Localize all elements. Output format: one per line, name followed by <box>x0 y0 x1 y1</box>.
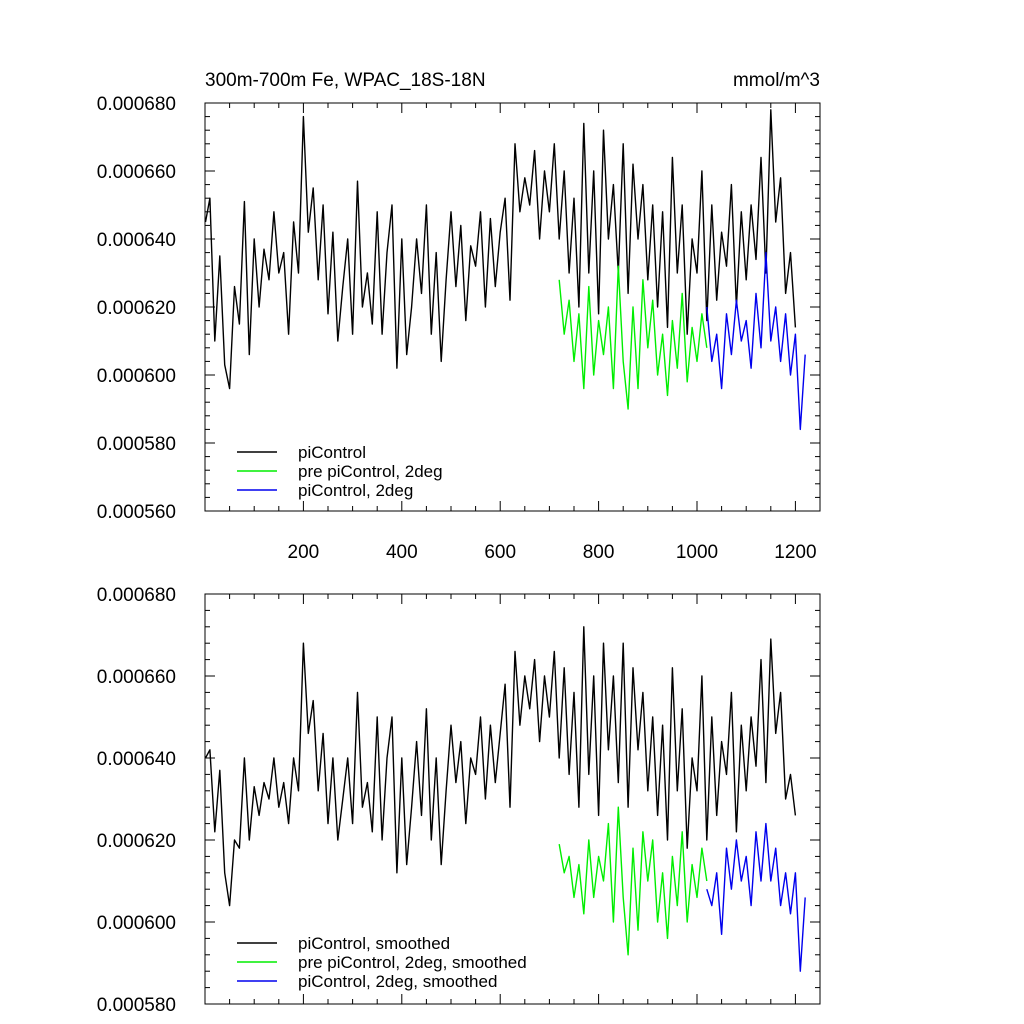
series-line-top-2 <box>707 253 805 430</box>
legend-label-top-0: piControl <box>298 443 366 462</box>
legend-label-top-1: pre piControl, 2deg <box>298 462 443 481</box>
ytick-label-top-5: 0.000660 <box>97 162 176 183</box>
ytick-label-bottom-0: 0.000580 <box>97 995 176 1016</box>
ytick-label-bottom-3: 0.000640 <box>97 749 176 770</box>
series-line-bottom-2 <box>707 824 805 972</box>
xtick-label-top-2: 600 <box>484 542 516 563</box>
bottom-legend: piControl, smoothed pre piControl, 2deg,… <box>237 934 527 991</box>
xtick-label-top-4: 1000 <box>676 542 718 563</box>
xtick-label-top-0: 200 <box>288 542 320 563</box>
legend-label-bottom-2: piControl, 2deg, smoothed <box>298 972 497 991</box>
legend-label-bottom-0: piControl, smoothed <box>298 934 450 953</box>
ytick-label-top-1: 0.000580 <box>97 434 176 455</box>
ytick-label-top-2: 0.000600 <box>97 366 176 387</box>
legend-label-bottom-1: pre piControl, 2deg, smoothed <box>298 953 527 972</box>
top-units: mmol/m^3 <box>733 70 820 91</box>
ytick-label-top-6: 0.000680 <box>97 94 176 115</box>
ytick-label-bottom-4: 0.000660 <box>97 667 176 688</box>
series-line-bottom-0 <box>206 627 796 906</box>
top-title: 300m-700m Fe, WPAC_18S-18N <box>205 70 486 91</box>
ytick-label-bottom-1: 0.000600 <box>97 913 176 934</box>
figure: 300m-700m Fe, WPAC_18S-18N mmol/m^3 0.00… <box>0 0 1024 1024</box>
ytick-label-top-4: 0.000640 <box>97 230 176 251</box>
xtick-label-top-1: 400 <box>386 542 418 563</box>
ytick-label-bottom-2: 0.000620 <box>97 831 176 852</box>
series-line-top-1 <box>559 266 707 409</box>
top-legend: piControl pre piControl, 2deg piControl,… <box>237 443 443 500</box>
top-series-group <box>206 110 806 430</box>
series-line-bottom-1 <box>559 807 707 955</box>
ytick-label-bottom-5: 0.000680 <box>97 585 176 606</box>
xtick-label-top-3: 800 <box>583 542 615 563</box>
bottom-series-group <box>206 627 806 971</box>
ytick-label-top-0: 0.000560 <box>97 502 176 523</box>
legend-label-top-2: piControl, 2deg <box>298 481 413 500</box>
ytick-label-top-3: 0.000620 <box>97 298 176 319</box>
xtick-label-top-5: 1200 <box>774 542 816 563</box>
